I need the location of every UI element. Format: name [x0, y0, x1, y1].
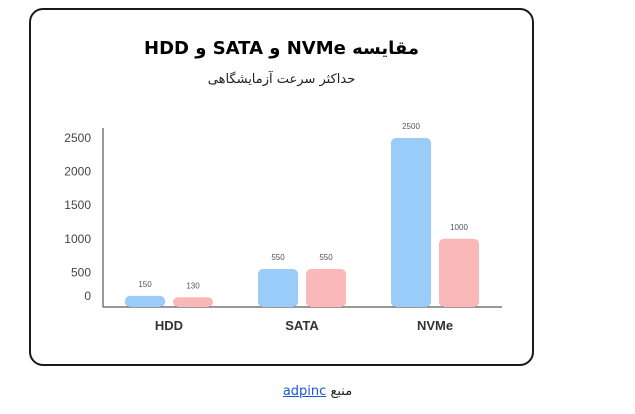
bar-value-label: 550	[271, 253, 285, 262]
category-labels: HDD SATA NVMe	[155, 318, 453, 333]
category-label-nvme: NVMe	[417, 318, 453, 333]
bar-value-label: 550	[319, 253, 333, 262]
y-tick-label: 1000	[64, 232, 91, 246]
bar-value-label: 1000	[450, 223, 468, 232]
y-tick-label: 1500	[64, 198, 91, 212]
bar-hdd-series-2	[173, 297, 213, 307]
chart-subtitle: حداکثر سرعت آزمایشگاهی	[207, 72, 356, 87]
y-tick-label: 0	[84, 289, 91, 303]
y-tick-label: 2500	[64, 131, 91, 145]
chart-title: مقایسه NVMe و SATA و HDD	[144, 38, 419, 59]
bar-nvme-series-1	[391, 138, 431, 307]
category-label-hdd: HDD	[155, 318, 183, 333]
value-labels: 150 130 550 550 2500 1000	[138, 122, 468, 290]
y-tick-label: 2000	[64, 165, 91, 179]
bar-sata-series-1	[258, 269, 298, 307]
bar-value-label: 2500	[402, 122, 420, 131]
y-tick-labels: 0 500 1000 1500 2000 2500	[64, 131, 91, 303]
source-line: منبع adpinc	[0, 384, 635, 399]
bars	[125, 138, 479, 307]
source-link[interactable]: adpinc	[282, 384, 327, 399]
category-label-sata: SATA	[285, 318, 319, 333]
bar-nvme-series-2	[439, 238, 479, 307]
bar-value-label: 130	[186, 281, 200, 290]
bar-hdd-series-1	[125, 295, 165, 307]
bar-value-label: 150	[138, 280, 152, 289]
bar-sata-series-2	[306, 269, 346, 307]
source-label: منبع	[330, 384, 353, 399]
y-tick-label: 500	[71, 265, 91, 279]
